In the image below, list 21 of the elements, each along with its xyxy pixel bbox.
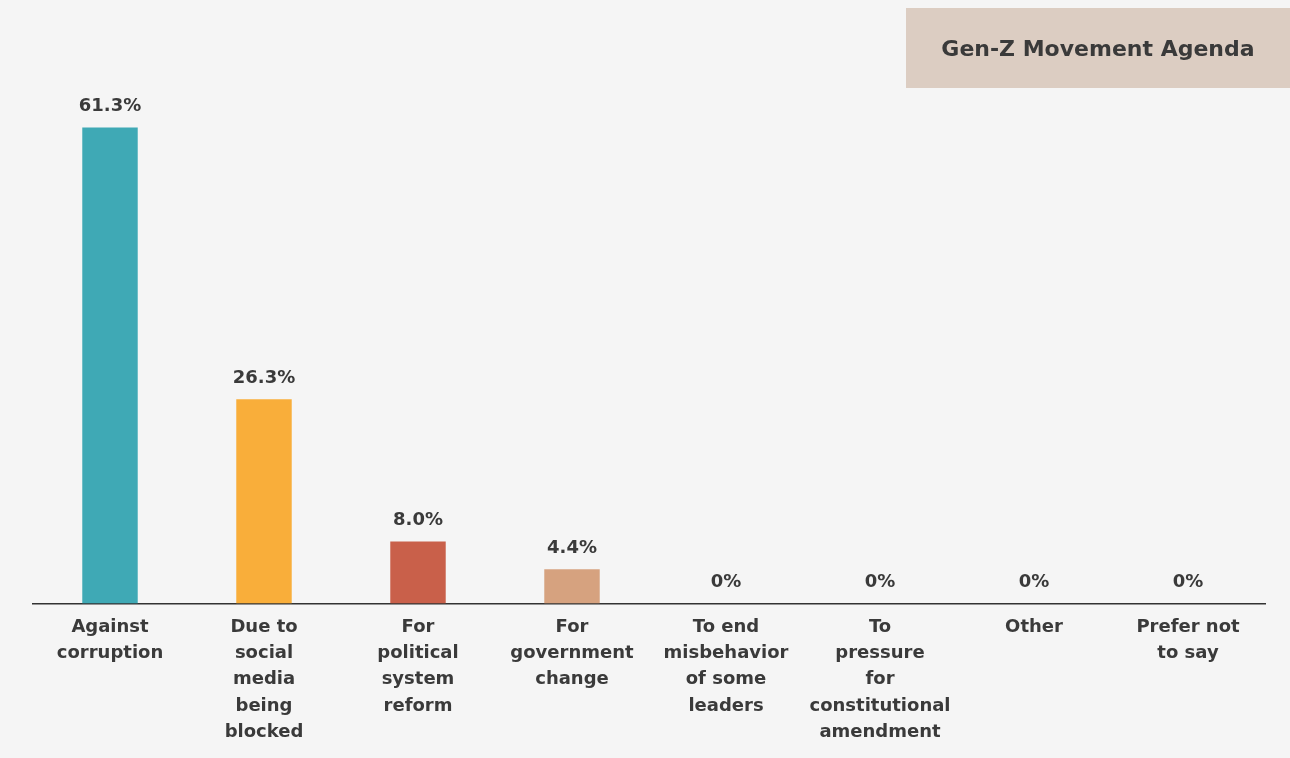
x-tick-label: Due to social media being blocked <box>224 615 304 741</box>
data-label: 4.4% <box>547 536 597 558</box>
bar <box>544 569 600 604</box>
data-label: 8.0% <box>393 508 443 530</box>
data-label: 0% <box>1172 570 1204 592</box>
x-tick-label: To end misbehavior of some leaders <box>663 615 789 715</box>
bar <box>82 127 138 604</box>
x-tick-label: Prefer not to say <box>1136 615 1241 663</box>
x-tick-label: For political system reform <box>377 615 459 715</box>
bar <box>390 541 446 604</box>
data-label: 26.3% <box>232 365 296 387</box>
data-label: 0% <box>864 570 896 592</box>
data-label: 61.3% <box>78 94 142 116</box>
x-tick-label: Other <box>1005 615 1064 637</box>
chart-title: Gen-Z Movement Agenda <box>906 8 1290 88</box>
data-label: 0% <box>710 570 742 592</box>
x-tick-label: For government change <box>510 615 635 689</box>
data-label: 0% <box>1018 570 1050 592</box>
x-tick-label: Against corruption <box>56 615 164 663</box>
bar <box>236 399 292 604</box>
x-tick-label: To pressure for constitutional amendment <box>809 615 951 741</box>
